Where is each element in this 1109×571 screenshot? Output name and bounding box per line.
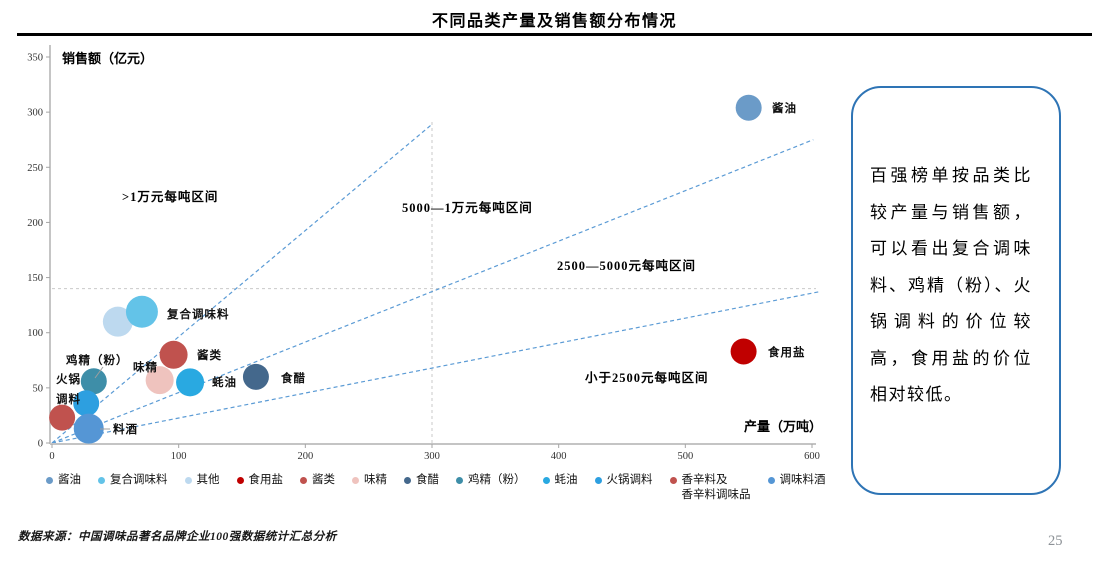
bubble-酱类 xyxy=(160,341,188,369)
bubble-香辛料及香辛料调味品 xyxy=(49,405,75,431)
y-tick-label: 0 xyxy=(38,439,43,450)
legend-item-其他: 其他 xyxy=(185,473,220,503)
price-band-line-0 xyxy=(52,124,432,443)
bubble-label-食醋: 食醋 xyxy=(281,371,306,385)
legend-label: 其他 xyxy=(197,473,220,488)
source-note: 数据来源：中国调味品著名品牌企业100强数据统计汇总分析 xyxy=(18,528,337,544)
bubble-食用盐 xyxy=(731,338,757,364)
price-band-line-1 xyxy=(52,140,813,443)
y-tick-label: 200 xyxy=(27,218,43,229)
x-tick-label: 100 xyxy=(171,451,187,462)
legend-dot xyxy=(670,477,677,484)
legend-item-调味料酒: 调味料酒 xyxy=(768,473,826,503)
chart-legend: 酱油 复合调味料 其他 食用盐 酱类 味精 食醋 鸡精（粉） 蚝油 火锅调料 香辛料及香辛料调味品 调… xyxy=(46,473,836,503)
y-axis-title: 销售额（亿元） xyxy=(62,51,153,66)
bubble-label-味精: 味精 xyxy=(133,360,158,374)
x-tick-label: 600 xyxy=(804,451,820,462)
legend-dot xyxy=(543,477,550,484)
y-tick-label: 150 xyxy=(27,273,43,284)
legend-dot xyxy=(98,477,105,484)
legend-dot xyxy=(595,477,602,484)
x-tick-label: 300 xyxy=(424,451,440,462)
scatter-chart: 0 50 100 150 200 250 300 350 0 100 200 300 400 500 600… xyxy=(0,0,830,468)
price-band-label-3: 小于2500元每吨区间 xyxy=(584,370,709,385)
legend-item-鸡精（粉）: 鸡精（粉） xyxy=(456,473,526,503)
legend-item-酱类: 酱类 xyxy=(300,473,335,503)
insight-box: 百强榜单按品类比较产量与销售额，可以看出复合调味料、鸡精（粉）、火锅调料的价位较… xyxy=(851,86,1061,495)
bubble-label-鸡精（粉）: 鸡精（粉） xyxy=(65,353,129,367)
legend-item-酱油: 酱油 xyxy=(46,473,81,503)
legend-item-食用盐: 食用盐 xyxy=(237,473,284,503)
bubble-调味料酒 xyxy=(74,414,104,444)
legend-item-味精: 味精 xyxy=(352,473,387,503)
y-tick-label: 100 xyxy=(27,328,43,339)
price-band-label-0: >1万元每吨区间 xyxy=(122,189,218,204)
y-tick-label: 350 xyxy=(27,53,43,64)
bubble-label-火锅调料: 调料 xyxy=(56,392,81,406)
y-tick-label: 250 xyxy=(27,163,43,174)
legend-label: 食醋 xyxy=(416,473,439,488)
legend-item-食醋: 食醋 xyxy=(404,473,439,503)
x-tick-label: 500 xyxy=(677,451,693,462)
legend-label: 味精 xyxy=(364,473,387,488)
slide: 不同品类产量及销售额分布情况 0501001502002503003500100… xyxy=(0,0,1109,571)
legend-label: 食用盐 xyxy=(249,473,284,488)
legend-dot xyxy=(352,477,359,484)
legend-label: 酱类 xyxy=(312,473,335,488)
legend-dot xyxy=(768,477,775,484)
bubble-label-调味料酒: 料酒 xyxy=(113,422,138,436)
bubble-酱油 xyxy=(736,95,762,121)
legend-label: 火锅调料 xyxy=(607,473,653,488)
bubble-复合调味料 xyxy=(126,296,158,328)
x-tick-label: 400 xyxy=(551,451,567,462)
legend-label: 调味料酒 xyxy=(780,473,826,488)
bubble-label-酱油: 酱油 xyxy=(772,101,797,115)
legend-item-蚝油: 蚝油 xyxy=(543,473,578,503)
bubble-label-酱类: 酱类 xyxy=(197,348,222,362)
legend-label: 酱油 xyxy=(58,473,81,488)
x-axis-title: 产量（万吨） xyxy=(744,419,822,434)
legend-item-复合调味料: 复合调味料 xyxy=(98,473,168,503)
legend-dot xyxy=(456,477,463,484)
page-number: 25 xyxy=(1048,533,1063,550)
legend-label: 香辛料及香辛料调味品 xyxy=(682,473,751,503)
bubble-食醋 xyxy=(243,364,269,390)
legend-dot xyxy=(404,477,411,484)
legend-dot xyxy=(185,477,192,484)
bubble-label-火锅调料: 火锅 xyxy=(56,372,81,386)
legend-dot xyxy=(237,477,244,484)
bubble-蚝油 xyxy=(176,368,204,396)
bubble-label-食用盐: 食用盐 xyxy=(768,345,806,359)
legend-label: 蚝油 xyxy=(555,473,578,488)
bubble-label-蚝油: 蚝油 xyxy=(212,375,237,389)
legend-item-火锅调料: 火锅调料 xyxy=(595,473,653,503)
price-band-label-1: 5000—1万元每吨区间 xyxy=(402,200,533,215)
y-tick-label: 50 xyxy=(33,383,44,394)
x-tick-label: 200 xyxy=(297,451,313,462)
insight-text: 百强榜单按品类比较产量与销售额，可以看出复合调味料、鸡精（粉）、火锅调料的价位较… xyxy=(853,88,1046,414)
price-band-label-2: 2500—5000元每吨区间 xyxy=(557,258,696,273)
bubble-鸡精（粉） xyxy=(81,368,107,394)
x-tick-label: 0 xyxy=(49,451,54,462)
legend-label: 复合调味料 xyxy=(110,473,168,488)
legend-item-香辛料及: 香辛料及香辛料调味品 xyxy=(670,473,751,503)
bubble-label-复合调味料: 复合调味料 xyxy=(166,307,230,321)
legend-label: 鸡精（粉） xyxy=(468,473,526,488)
y-tick-label: 300 xyxy=(27,108,43,119)
legend-dot xyxy=(46,477,53,484)
legend-dot xyxy=(300,477,307,484)
